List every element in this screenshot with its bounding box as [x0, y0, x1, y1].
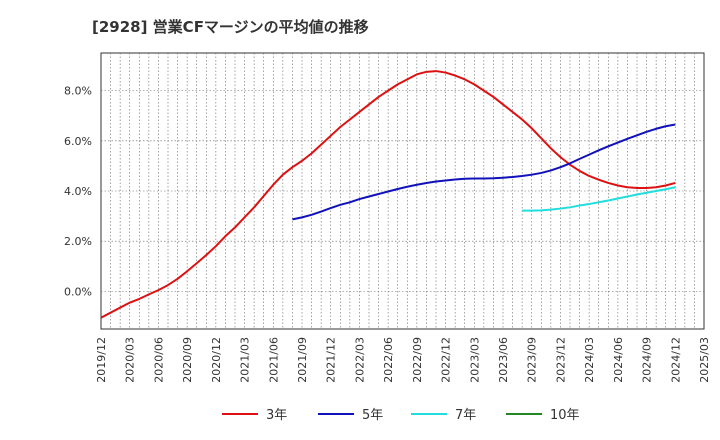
x-tick-label: 2021/06 [267, 337, 280, 383]
x-tick-label: 2023/03 [468, 337, 481, 383]
x-tick-label: 2020/06 [152, 337, 165, 383]
y-tick-label: 2.0% [64, 235, 92, 248]
y-tick-label: 8.0% [64, 85, 92, 98]
x-tick-label: 2024/12 [669, 337, 682, 383]
x-tick-label: 2024/03 [583, 337, 596, 383]
x-tick-label: 2023/09 [526, 337, 539, 383]
series-line [522, 186, 676, 212]
x-tick-label: 2022/12 [440, 337, 453, 383]
x-tick-label: 2022/03 [353, 337, 366, 383]
legend-label: 5年 [362, 408, 383, 423]
x-tick-label: 2021/09 [296, 337, 309, 383]
x-tick-label: 2024/09 [641, 337, 654, 383]
legend-label: 7年 [455, 408, 476, 423]
x-tick-label: 2021/12 [325, 337, 338, 383]
y-tick-label: 4.0% [64, 185, 92, 198]
legend: 3年 5年 7年 10年 [222, 408, 580, 423]
legend-label: 3年 [266, 408, 287, 423]
x-tick-label: 2021/03 [239, 337, 252, 383]
x-tick-label: 2025/03 [698, 337, 711, 383]
series-line [292, 123, 676, 221]
y-tick-label: 0.0% [64, 285, 92, 298]
legend-label: 10年 [550, 408, 580, 423]
x-tick-label: 2024/06 [612, 337, 625, 383]
y-axis: 0.0% 2.0% 4.0% 6.0% 8.0% [64, 85, 92, 299]
x-tick-label: 2023/06 [497, 337, 510, 383]
grid [101, 53, 704, 329]
x-tick-label: 2022/09 [411, 337, 424, 383]
x-tick-label: 2019/12 [95, 337, 108, 383]
x-tick-label: 2020/12 [210, 337, 223, 383]
x-tick-label: 2020/09 [181, 337, 194, 383]
x-axis: 2019/12 2020/03 2020/06 2020/09 2020/12 2021/… [95, 337, 711, 383]
x-tick-label: 2020/03 [124, 337, 137, 383]
x-tick-label: 2023/12 [554, 337, 567, 383]
chart-title: [2928] 営業CFマージンの平均値の推移 [92, 18, 369, 36]
series-lines [100, 70, 676, 319]
y-tick-label: 6.0% [64, 135, 92, 148]
x-tick-label: 2022/06 [382, 337, 395, 383]
series-line [100, 70, 676, 319]
